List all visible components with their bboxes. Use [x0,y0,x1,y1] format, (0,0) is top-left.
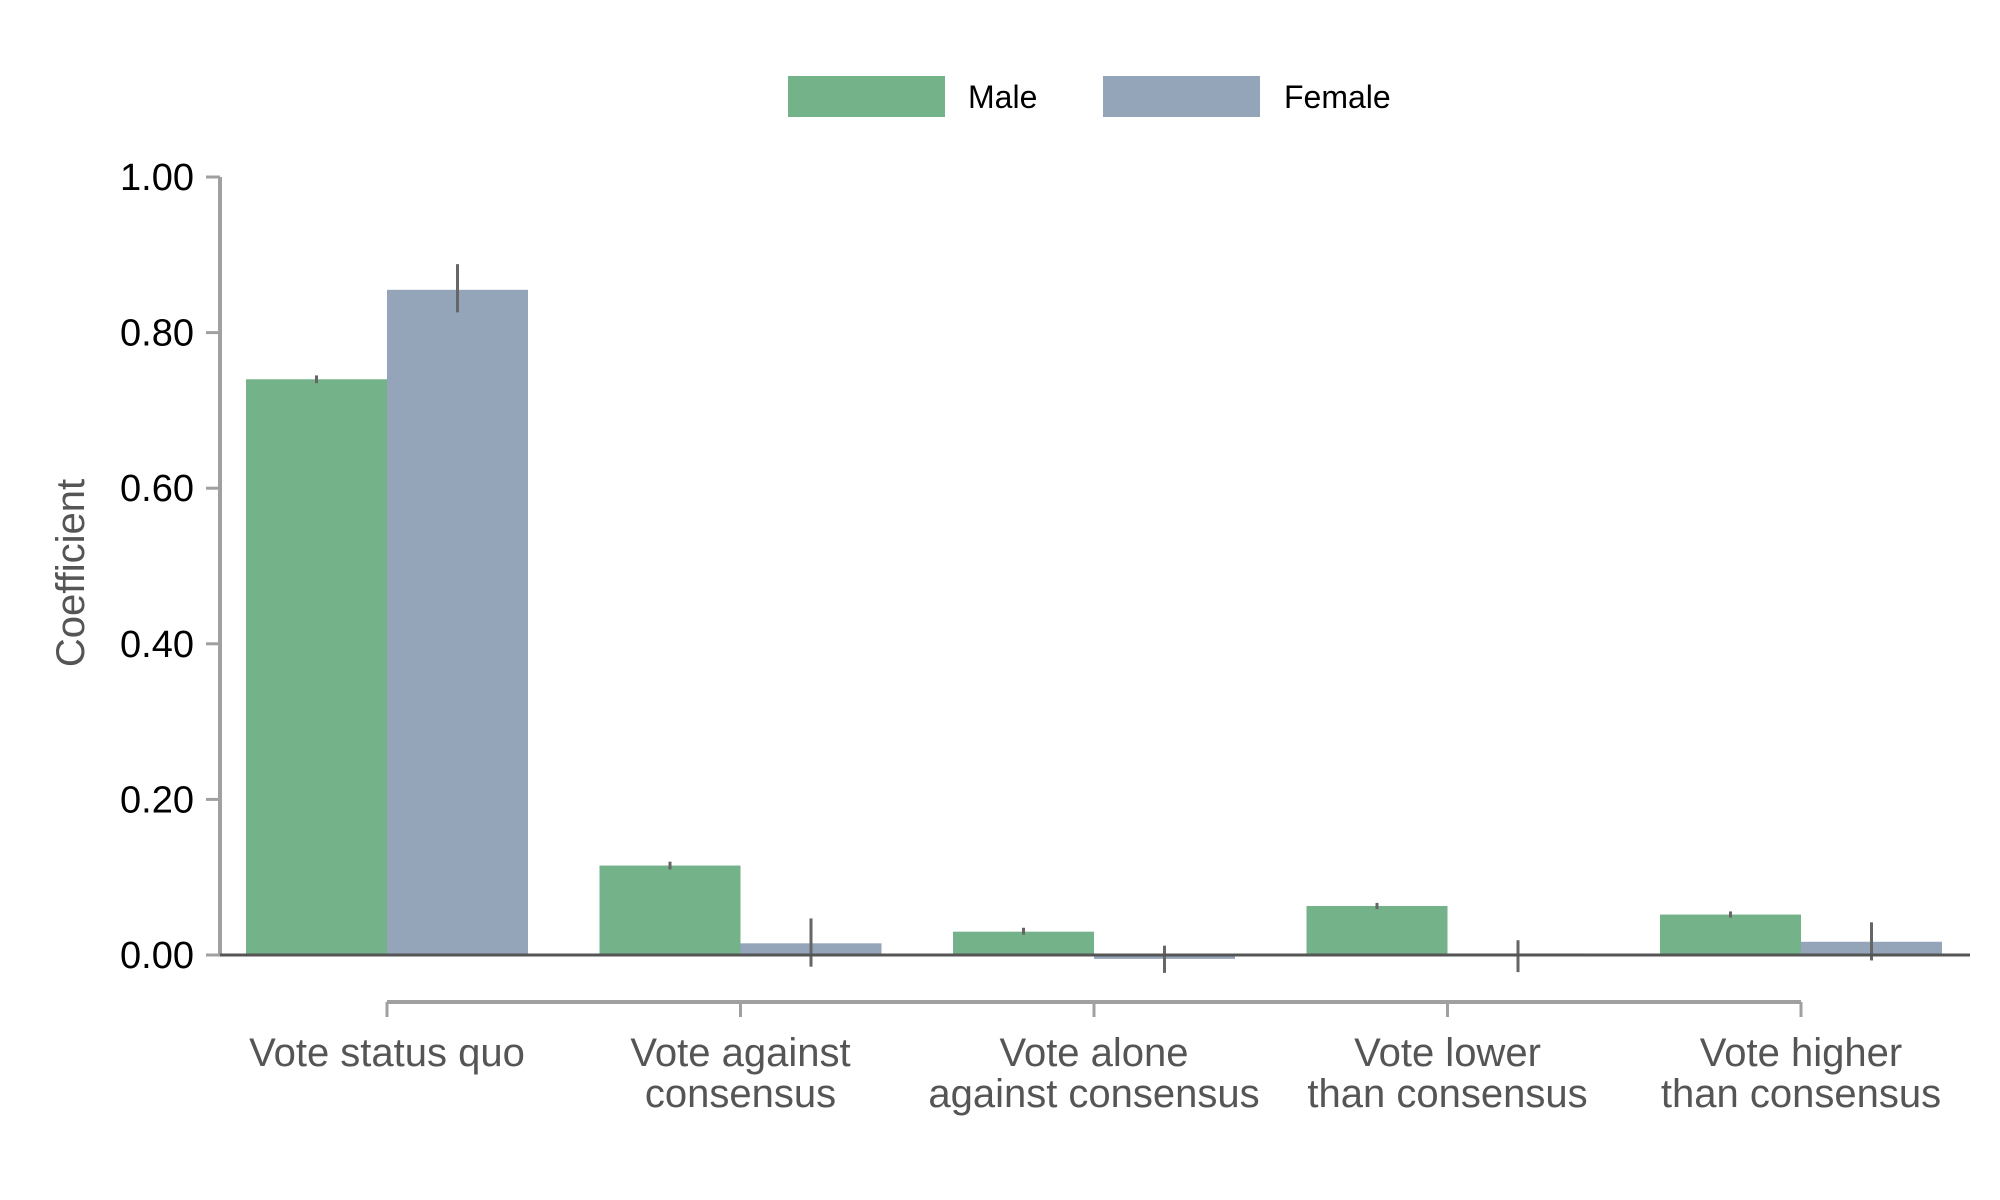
bars [246,289,1942,959]
bar-male [246,379,387,955]
y-tick-label: 0.20 [120,779,194,821]
bar-male [953,931,1094,955]
y-axis-title: Coefficient [49,479,93,667]
x-tick-label: Vote alone against consensus [928,1031,1259,1116]
x-axis: Vote status quo Vote against consensus Vote… [249,1000,1941,1116]
y-axis: 0.00 0.20 0.40 0.60 0.80 1.00 [120,157,222,977]
legend-label-female: Female [1284,79,1391,115]
legend-swatch-male [788,76,945,117]
legend-swatch-female [1103,76,1260,117]
legend: Male Female [788,76,1391,117]
x-tick-label: Vote lower than consensus [1307,1031,1587,1116]
y-tick-label: 1.00 [120,157,194,199]
bar-male [1306,905,1448,955]
y-tick-label: 0.80 [120,313,194,355]
bar-female [387,289,528,955]
legend-label-male: Male [968,79,1037,115]
x-tick-label: Vote status quo [249,1031,525,1075]
bar-male [1660,914,1801,955]
x-tick-label: Vote higher than consensus [1661,1031,1941,1116]
error-bars [315,264,1873,973]
y-tick-label: 0.60 [120,468,194,510]
y-tick-label: 0.40 [120,624,194,666]
y-tick-label: 0.00 [120,935,194,977]
x-tick-label: Vote against consensus [630,1031,850,1116]
bar-male [599,865,741,955]
